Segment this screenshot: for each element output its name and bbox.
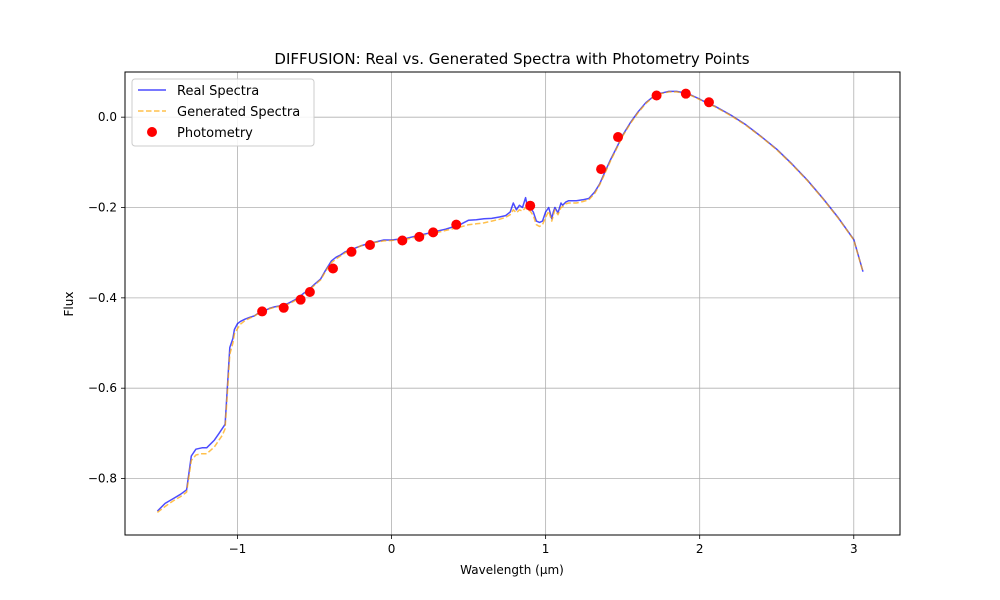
- x-tick-label: 2: [696, 542, 704, 556]
- y-tick-label: −0.2: [88, 201, 117, 215]
- axis-ticks: −1 0 1 2 3 −0.8 −0.6 −0.4 −0.2 0.0: [88, 110, 858, 556]
- photometry-point: [414, 231, 425, 242]
- x-tick-label: 3: [850, 542, 858, 556]
- photometry-point: [328, 263, 339, 274]
- photometry-point: [651, 90, 662, 101]
- photometry-point: [613, 132, 624, 143]
- chart-title: DIFFUSION: Real vs. Generated Spectra wi…: [274, 50, 749, 68]
- photometry-point: [364, 240, 375, 251]
- series-layer: [156, 88, 864, 513]
- legend-label-photometry: Photometry: [177, 126, 253, 141]
- photometry-point: [680, 88, 691, 99]
- photometry-point: [397, 235, 408, 246]
- photometry-point: [346, 246, 357, 257]
- grid-lines: [125, 72, 900, 535]
- x-tick-label: −1: [229, 542, 247, 556]
- photometry-point: [451, 219, 462, 230]
- photometry-point: [703, 97, 714, 108]
- axes-frame: [124, 71, 901, 536]
- legend-label-generated-spectra: Generated Spectra: [177, 105, 300, 120]
- y-tick-label: −0.8: [88, 472, 117, 486]
- photometry-point: [278, 302, 289, 313]
- photometry-point: [428, 227, 439, 238]
- legend-box: [131, 78, 315, 147]
- y-axis-label: Flux: [62, 292, 76, 317]
- photometry-point: [295, 294, 306, 305]
- legend-label-real-spectra: Real Spectra: [177, 84, 259, 99]
- photometry-point: [525, 200, 536, 211]
- legend: Real Spectra Generated Spectra Photometr…: [131, 78, 315, 147]
- legend-swatch-photometry: [147, 127, 157, 137]
- y-tick-label: −0.4: [88, 291, 117, 305]
- photometry-point: [257, 306, 268, 317]
- series-line-generated-spectra: [156, 91, 864, 513]
- x-tick-label: 1: [542, 542, 550, 556]
- y-tick-label: 0.0: [98, 110, 117, 124]
- x-axis-label: Wavelength (μm): [460, 563, 564, 577]
- x-tick-label: 0: [388, 542, 396, 556]
- photometry-point: [304, 286, 315, 297]
- photometry-point: [596, 164, 607, 175]
- y-tick-label: −0.6: [88, 381, 117, 395]
